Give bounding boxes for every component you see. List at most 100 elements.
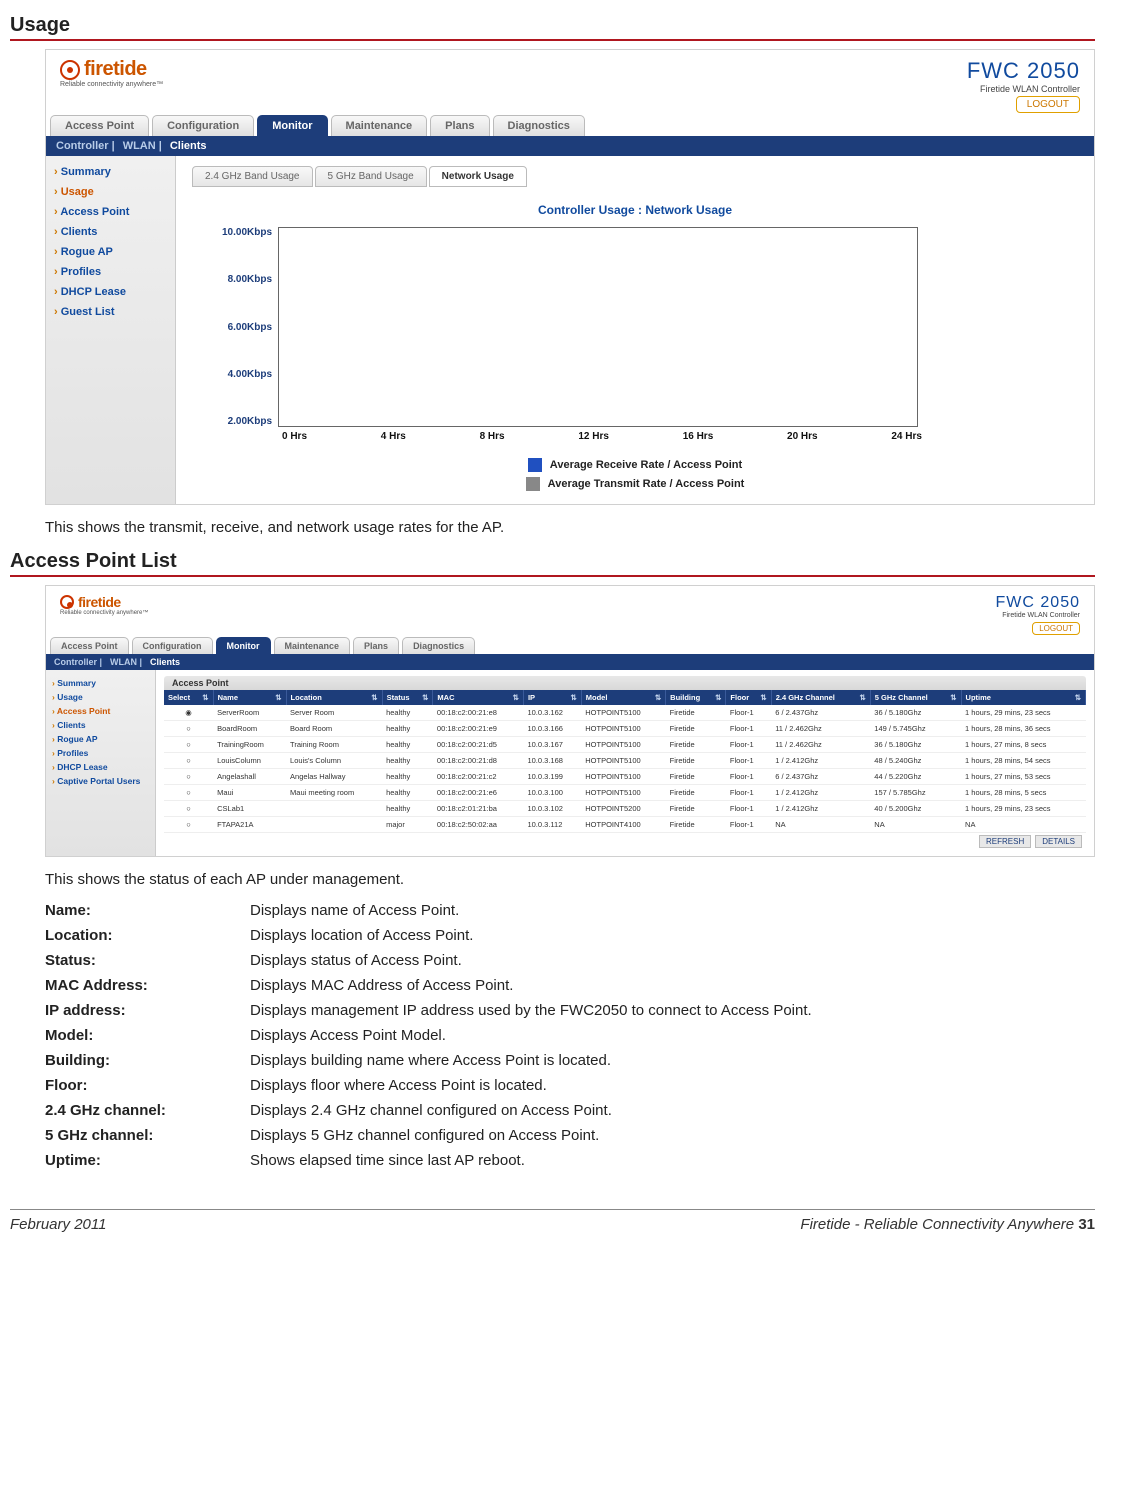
sub-tab-wlan[interactable]: WLAN | xyxy=(110,657,142,667)
sidebar-item-clients[interactable]: Clients xyxy=(46,718,155,732)
column-location[interactable]: Location⇅ xyxy=(286,690,382,705)
sub-tab-clients[interactable]: Clients xyxy=(170,140,207,152)
main-tab-plans[interactable]: Plans xyxy=(353,637,399,654)
main-tab-diagnostics[interactable]: Diagnostics xyxy=(493,115,585,136)
main-tab-access-point[interactable]: Access Point xyxy=(50,115,149,136)
sidebar-item-usage[interactable]: Usage xyxy=(46,690,155,704)
main-tab-access-point[interactable]: Access Point xyxy=(50,637,129,654)
page-footer: February 2011 Firetide - Reliable Connec… xyxy=(10,1209,1095,1233)
column-status[interactable]: Status⇅ xyxy=(382,690,433,705)
select-cell[interactable]: ○ xyxy=(164,721,213,737)
column-mac[interactable]: MAC⇅ xyxy=(433,690,524,705)
sidebar-item-summary[interactable]: Summary xyxy=(46,162,175,182)
cell-up: 1 hours, 27 mins, 8 secs xyxy=(961,737,1085,753)
cell-ip: 10.0.3.112 xyxy=(523,817,581,833)
column-model[interactable]: Model⇅ xyxy=(581,690,665,705)
main-tab-diagnostics[interactable]: Diagnostics xyxy=(402,637,475,654)
cell-ch24: 11 / 2.462Ghz xyxy=(771,737,870,753)
cell-bldg: Firetide xyxy=(666,785,726,801)
column-ip[interactable]: IP⇅ xyxy=(523,690,581,705)
table-row: ○CSLab1healthy00:18:c2:01:21:ba10.0.3.10… xyxy=(164,801,1086,817)
main-tab-monitor[interactable]: Monitor xyxy=(216,637,271,654)
main-tab-configuration[interactable]: Configuration xyxy=(152,115,254,136)
select-cell[interactable]: ○ xyxy=(164,753,213,769)
select-cell[interactable]: ◉ xyxy=(164,705,213,721)
usage-tab-network-usage[interactable]: Network Usage xyxy=(429,166,527,187)
sidebar-item-profiles[interactable]: Profiles xyxy=(46,262,175,282)
cell-bldg: Firetide xyxy=(666,817,726,833)
sub-tab-wlan[interactable]: WLAN | xyxy=(123,140,162,152)
column-2-4-ghz-channel[interactable]: 2.4 GHz Channel⇅ xyxy=(771,690,870,705)
column-floor[interactable]: Floor⇅ xyxy=(726,690,771,705)
sidebar-item-guest-list[interactable]: Guest List xyxy=(46,302,175,322)
refresh-button[interactable]: REFRESH xyxy=(979,835,1031,848)
cell-ip: 10.0.3.100 xyxy=(523,785,581,801)
ap-table-body: ◉ServerRoomServer Roomhealthy00:18:c2:00… xyxy=(164,705,1086,833)
select-cell[interactable]: ○ xyxy=(164,817,213,833)
table-row: ○TrainingRoomTraining Roomhealthy00:18:c… xyxy=(164,737,1086,753)
cell-ip: 10.0.3.102 xyxy=(523,801,581,817)
sidebar-item-dhcp-lease[interactable]: DHCP Lease xyxy=(46,282,175,302)
column-select[interactable]: Select⇅ xyxy=(164,690,213,705)
main-tab-monitor[interactable]: Monitor xyxy=(257,115,327,136)
sub-tab-controller[interactable]: Controller | xyxy=(56,140,115,152)
usage-tab-2-4-ghz-band-usage[interactable]: 2.4 GHz Band Usage xyxy=(192,166,313,187)
definition-term: 5 GHz channel: xyxy=(45,1127,250,1144)
select-cell[interactable]: ○ xyxy=(164,785,213,801)
usage-tab-5-ghz-band-usage[interactable]: 5 GHz Band Usage xyxy=(315,166,427,187)
sidebar-item-summary[interactable]: Summary xyxy=(46,676,155,690)
cell-ch24: 1 / 2.412Ghz xyxy=(771,801,870,817)
sidebar-item-access-point[interactable]: Access Point xyxy=(46,704,155,718)
cell-ch5: 40 / 5.200Ghz xyxy=(870,801,961,817)
sidebar-item-rogue-ap[interactable]: Rogue AP xyxy=(46,732,155,746)
details-button[interactable]: DETAILS xyxy=(1035,835,1082,848)
logo-text: firetide xyxy=(84,58,147,81)
main-tab-maintenance[interactable]: Maintenance xyxy=(274,637,351,654)
sidebar-item-rogue-ap[interactable]: Rogue AP xyxy=(46,242,175,262)
cell-model: HOTPOINT5100 xyxy=(581,785,665,801)
definition-desc: Shows elapsed time since last AP reboot. xyxy=(250,1152,1095,1169)
sidebar-item-clients[interactable]: Clients xyxy=(46,222,175,242)
sidebar-item-dhcp-lease[interactable]: DHCP Lease xyxy=(46,760,155,774)
footer-tagline: Firetide - Reliable Connectivity Anywher… xyxy=(800,1216,1074,1233)
chart-title: Controller Usage : Network Usage xyxy=(192,203,1078,217)
select-cell[interactable]: ○ xyxy=(164,801,213,817)
sub-tab-controller[interactable]: Controller | xyxy=(54,657,102,667)
main-tabs: Access PointConfigurationMonitorMaintena… xyxy=(46,637,1094,654)
logo-icon xyxy=(60,60,80,80)
column-building[interactable]: Building⇅ xyxy=(666,690,726,705)
definition-desc: Displays MAC Address of Access Point. xyxy=(250,977,1095,994)
select-cell[interactable]: ○ xyxy=(164,769,213,785)
logout-button[interactable]: LOGOUT xyxy=(1032,622,1080,635)
column-5-ghz-channel[interactable]: 5 GHz Channel⇅ xyxy=(870,690,961,705)
definition-row: Model:Displays Access Point Model. xyxy=(45,1027,1095,1044)
definition-row: 5 GHz channel:Displays 5 GHz channel con… xyxy=(45,1127,1095,1144)
sub-tab-clients[interactable]: Clients xyxy=(150,657,180,667)
logo-icon xyxy=(60,595,74,609)
definition-term: Model: xyxy=(45,1027,250,1044)
brand-left: firetide Reliable connectivity anywhere™ xyxy=(60,594,148,616)
sidebar-item-profiles[interactable]: Profiles xyxy=(46,746,155,760)
x-tick: 16 Hrs xyxy=(683,431,714,442)
y-tick: 8.00Kbps xyxy=(222,274,272,285)
main-tab-plans[interactable]: Plans xyxy=(430,115,489,136)
select-cell[interactable]: ○ xyxy=(164,737,213,753)
sidebar-item-usage[interactable]: Usage xyxy=(46,182,175,202)
main-tab-configuration[interactable]: Configuration xyxy=(132,637,213,654)
sidebar-item-captive-portal-users[interactable]: Captive Portal Users xyxy=(46,774,155,788)
definition-desc: Displays 2.4 GHz channel configured on A… xyxy=(250,1102,1095,1119)
cell-floor: Floor-1 xyxy=(726,785,771,801)
definition-desc: Displays location of Access Point. xyxy=(250,927,1095,944)
logout-button[interactable]: LOGOUT xyxy=(1016,96,1080,113)
y-tick: 6.00Kbps xyxy=(222,322,272,333)
main-tab-maintenance[interactable]: Maintenance xyxy=(331,115,428,136)
chart: 10.00Kbps8.00Kbps6.00Kbps4.00Kbps2.00Kbp… xyxy=(192,227,1078,427)
screenshot-header: firetide Reliable connectivity anywhere™… xyxy=(46,50,1094,113)
legend-swatch xyxy=(528,458,542,472)
definition-desc: Displays building name where Access Poin… xyxy=(250,1052,1095,1069)
cell-floor: Floor-1 xyxy=(726,769,771,785)
sidebar-item-access-point[interactable]: Access Point xyxy=(46,202,175,222)
column-name[interactable]: Name⇅ xyxy=(213,690,286,705)
column-uptime[interactable]: Uptime⇅ xyxy=(961,690,1085,705)
cell-bldg: Firetide xyxy=(666,721,726,737)
